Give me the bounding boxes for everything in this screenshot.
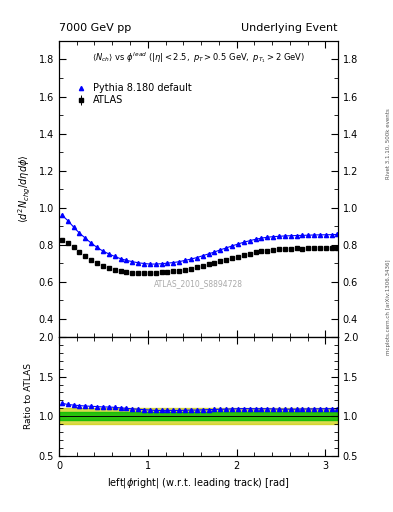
Bar bbox=[59, 412, 338, 420]
Pythia 8.180 default bbox=[300, 232, 305, 239]
Pythia 8.180 default bbox=[136, 260, 141, 266]
Pythia 8.180 default bbox=[259, 235, 264, 241]
Pythia 8.180 default bbox=[124, 258, 129, 264]
Pythia 8.180 default bbox=[130, 259, 135, 265]
Pythia 8.180 default bbox=[212, 249, 217, 255]
Text: 7000 GeV pp: 7000 GeV pp bbox=[59, 23, 131, 33]
Pythia 8.180 default bbox=[283, 233, 287, 239]
Pythia 8.180 default bbox=[294, 232, 299, 239]
Bar bbox=[59, 408, 338, 424]
Pythia 8.180 default bbox=[112, 253, 117, 260]
Pythia 8.180 default bbox=[235, 241, 240, 247]
Pythia 8.180 default bbox=[83, 235, 88, 241]
Pythia 8.180 default bbox=[334, 231, 339, 238]
Pythia 8.180 default bbox=[271, 233, 275, 240]
Text: $\langle N_{ch}\rangle$ vs $\phi^{lead}$ $(|\eta| < 2.5,\ p_T > 0.5$ GeV$,\ p_{T: $\langle N_{ch}\rangle$ vs $\phi^{lead}$… bbox=[92, 50, 305, 65]
Pythia 8.180 default bbox=[147, 261, 152, 267]
Pythia 8.180 default bbox=[312, 232, 317, 238]
Pythia 8.180 default bbox=[89, 240, 94, 246]
Pythia 8.180 default bbox=[118, 255, 123, 262]
Text: Rivet 3.1.10, 500k events: Rivet 3.1.10, 500k events bbox=[386, 108, 391, 179]
Pythia 8.180 default bbox=[253, 236, 258, 242]
Pythia 8.180 default bbox=[142, 261, 147, 267]
Pythia 8.180 default bbox=[230, 243, 234, 249]
Text: ATLAS_2010_S8894728: ATLAS_2010_S8894728 bbox=[154, 280, 243, 288]
Pythia 8.180 default bbox=[288, 232, 293, 239]
Line: Pythia 8.180 default: Pythia 8.180 default bbox=[60, 213, 339, 266]
Pythia 8.180 default bbox=[277, 233, 281, 239]
Pythia 8.180 default bbox=[200, 252, 205, 259]
Pythia 8.180 default bbox=[306, 232, 311, 238]
Pythia 8.180 default bbox=[101, 248, 105, 254]
Pythia 8.180 default bbox=[95, 244, 99, 250]
Pythia 8.180 default bbox=[318, 232, 322, 238]
Pythia 8.180 default bbox=[71, 224, 76, 230]
Pythia 8.180 default bbox=[153, 261, 158, 267]
Pythia 8.180 default bbox=[265, 234, 270, 240]
Y-axis label: Ratio to ATLAS: Ratio to ATLAS bbox=[24, 364, 33, 430]
Pythia 8.180 default bbox=[177, 259, 182, 265]
X-axis label: left|$\phi$right| (w.r.t. leading track) [rad]: left|$\phi$right| (w.r.t. leading track)… bbox=[107, 476, 290, 490]
Pythia 8.180 default bbox=[218, 247, 223, 253]
Y-axis label: $\langle d^2 N_{chg}/d\eta d\phi \rangle$: $\langle d^2 N_{chg}/d\eta d\phi \rangle… bbox=[17, 155, 33, 223]
Pythia 8.180 default bbox=[189, 256, 193, 262]
Legend: Pythia 8.180 default, ATLAS: Pythia 8.180 default, ATLAS bbox=[72, 81, 193, 107]
Pythia 8.180 default bbox=[59, 212, 64, 218]
Pythia 8.180 default bbox=[241, 239, 246, 245]
Pythia 8.180 default bbox=[195, 254, 199, 261]
Pythia 8.180 default bbox=[107, 251, 111, 257]
Pythia 8.180 default bbox=[224, 245, 229, 251]
Pythia 8.180 default bbox=[65, 218, 70, 224]
Pythia 8.180 default bbox=[77, 230, 82, 236]
Pythia 8.180 default bbox=[323, 232, 328, 238]
Text: mcplots.cern.ch [arXiv:1306.3436]: mcplots.cern.ch [arXiv:1306.3436] bbox=[386, 260, 391, 355]
Pythia 8.180 default bbox=[159, 261, 164, 267]
Pythia 8.180 default bbox=[329, 231, 334, 238]
Pythia 8.180 default bbox=[206, 251, 211, 257]
Pythia 8.180 default bbox=[171, 260, 176, 266]
Pythia 8.180 default bbox=[165, 260, 170, 266]
Pythia 8.180 default bbox=[183, 258, 187, 264]
Pythia 8.180 default bbox=[247, 238, 252, 244]
Text: Underlying Event: Underlying Event bbox=[241, 23, 338, 33]
